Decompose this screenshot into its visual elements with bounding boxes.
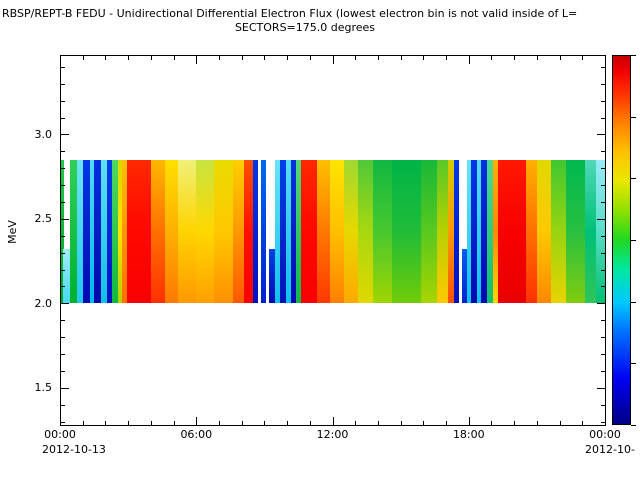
spectrogram-column (127, 159, 152, 304)
x-tick-label: 12:00 (316, 428, 349, 441)
spectrogram-column (421, 159, 438, 304)
spectrogram-column (525, 159, 538, 304)
spectrogram-column (164, 159, 179, 304)
plot-title: RBSP/REPT-B FEDU - Unidirectional Differ… (2, 7, 578, 20)
plot-subtitle: SECTORS=175.0 degrees (234, 21, 376, 34)
spectrogram-column (391, 159, 422, 304)
spectrogram-column (232, 159, 245, 304)
spectrogram-column (253, 159, 259, 304)
spectrogram-column (261, 159, 267, 304)
x-tick-label: 00:00 (44, 428, 76, 441)
colorbar (612, 55, 631, 425)
spectrogram-column (536, 159, 552, 304)
spectrogram-column (498, 159, 527, 304)
spectrogram-column (584, 159, 597, 304)
spectrogram-column (550, 159, 568, 304)
x-axis-date-start: 2012-10-13 (42, 443, 106, 456)
x-tick-label: 06:00 (180, 428, 213, 441)
y-tick-label: 3.0 (34, 127, 53, 141)
y-axis-label: MeV (6, 220, 19, 244)
spectrogram-column (343, 159, 359, 304)
y-tick-label: 1.5 (34, 381, 53, 395)
spectrogram-column (196, 159, 216, 304)
x-tick-label: 18:00 (452, 428, 485, 441)
spectrogram-column (373, 159, 393, 304)
spectrogram-column (437, 159, 450, 304)
spectrogram-column (300, 159, 318, 304)
spectrogram-column (595, 159, 606, 304)
spectrogram-column (316, 159, 331, 304)
spectrogram-column (214, 159, 234, 304)
spectrogram-column (357, 159, 375, 304)
spectrogram-column (566, 159, 586, 304)
spectrogram-column (330, 159, 345, 304)
spectrogram-column (454, 159, 460, 304)
x-axis-date-end: 2012-10- (585, 443, 635, 456)
spectrogram-column (178, 159, 197, 304)
x-tick-label: 00:00 (589, 428, 621, 441)
y-tick-label: 2.0 (34, 296, 53, 310)
spectrogram-column (150, 159, 166, 304)
y-tick-label: 2.5 (34, 212, 53, 226)
